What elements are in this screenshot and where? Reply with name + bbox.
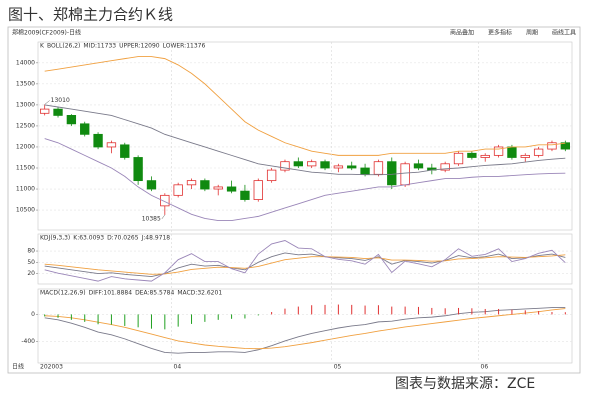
candle-body: [280, 161, 290, 171]
x-axis-label: 日线: [12, 363, 24, 371]
y-tick-label: 20: [27, 270, 35, 277]
candle-body: [387, 161, 397, 186]
candle-body: [266, 169, 277, 182]
indicator-line: [44, 138, 566, 222]
legend-item: K:63.0093: [73, 235, 104, 242]
toolbar-button[interactable]: 画线工具: [552, 29, 576, 37]
candle-body: [133, 157, 143, 182]
annotation-leader: [161, 214, 166, 220]
candle-body: [253, 180, 263, 200]
legend-item: MACD(12,26,9): [40, 290, 86, 297]
chart-frame: [7, 26, 581, 374]
candle-body: [493, 146, 504, 156]
candle-body: [146, 180, 157, 190]
candle-body: [360, 167, 370, 175]
y-tick-label: 80: [27, 248, 35, 255]
legend-item: J:48.9718: [141, 235, 171, 242]
candle-body: [400, 163, 410, 186]
legend-item: UPPER:12090: [119, 43, 160, 50]
candle-body: [440, 163, 450, 171]
y-tick-label: 11000: [16, 186, 35, 193]
candle-body: [240, 190, 250, 200]
candle-body: [507, 146, 517, 158]
candle-body: [80, 123, 90, 135]
candle-body: [520, 154, 530, 158]
candle-body: [333, 165, 344, 169]
candle-body: [320, 161, 330, 169]
candle-body: [160, 194, 170, 207]
indicator-line: [44, 307, 566, 354]
panel-frame: [37, 288, 573, 364]
legend-item: BOLL(26,2): [47, 43, 80, 50]
candle-body: [480, 154, 490, 158]
candle-body: [560, 142, 570, 150]
panel-frame: [37, 41, 573, 231]
legend-item: KDJ(9,3,3): [40, 235, 70, 242]
legend-item: LOWER:11376: [163, 43, 206, 50]
source: 图表与数据来源：ZCE: [395, 376, 535, 392]
legend-item: K: [40, 43, 45, 50]
candle-body: [173, 184, 183, 196]
y-tick-label: 0: [31, 311, 35, 318]
candle-body: [373, 161, 384, 175]
page-title: 图十、郑棉主力合约Ｋ线: [8, 6, 173, 24]
y-tick-label: 10500: [16, 207, 35, 214]
y-tick-label: 50: [27, 259, 35, 266]
candle-body: [453, 152, 464, 165]
y-tick-label: -400: [21, 338, 35, 345]
candle-body: [467, 152, 477, 158]
legend-item: MID:11733: [83, 43, 116, 50]
candle-body: [226, 186, 237, 192]
candle-body: [547, 142, 557, 150]
candle-body: [347, 165, 357, 169]
low-annotation: 10385: [142, 215, 161, 222]
legend-item: MACD:32.6201: [177, 290, 222, 297]
y-tick-label: 13500: [16, 80, 35, 87]
candle-body: [413, 163, 424, 169]
indicator-line: [44, 308, 566, 350]
annotation-leader: [44, 100, 50, 105]
x-tick-label: 202003: [40, 364, 63, 371]
x-tick-label: 05: [334, 364, 342, 371]
candle-body: [186, 180, 197, 186]
candle-body: [533, 148, 544, 156]
toolbar-button[interactable]: 商品叠加: [450, 29, 474, 37]
legend-item: D:70.0265: [107, 235, 139, 242]
y-tick-label: 14000: [16, 59, 35, 66]
legend-item: DIFF:101.8884: [89, 290, 133, 297]
candle-body: [40, 108, 50, 114]
y-tick-label: 11500: [16, 165, 35, 172]
candle-body: [120, 144, 130, 158]
candle-body: [93, 133, 103, 148]
y-tick-label: 12500: [16, 122, 35, 129]
indicator-line: [44, 252, 566, 278]
candle-body: [307, 161, 317, 167]
header: 郑棉2009(CF2009)-日线: [12, 29, 81, 37]
toolbar-button[interactable]: 更多指标: [488, 29, 512, 37]
x-tick-label: 06: [481, 364, 489, 371]
candle-body: [293, 161, 303, 167]
candle-body: [213, 186, 223, 190]
panel-frame: [37, 233, 573, 285]
candle-body: [106, 142, 117, 148]
candle-body: [53, 108, 63, 116]
y-tick-label: 13000: [16, 101, 35, 108]
x-tick-label: 04: [174, 364, 182, 371]
toolbar-button[interactable]: 周期: [526, 29, 538, 37]
y-tick-label: 12000: [16, 143, 35, 150]
high-annotation: 13010: [51, 97, 70, 104]
candle-body: [66, 115, 77, 125]
candle-body: [200, 180, 210, 190]
legend-item: DEA:85.5784: [135, 290, 174, 297]
